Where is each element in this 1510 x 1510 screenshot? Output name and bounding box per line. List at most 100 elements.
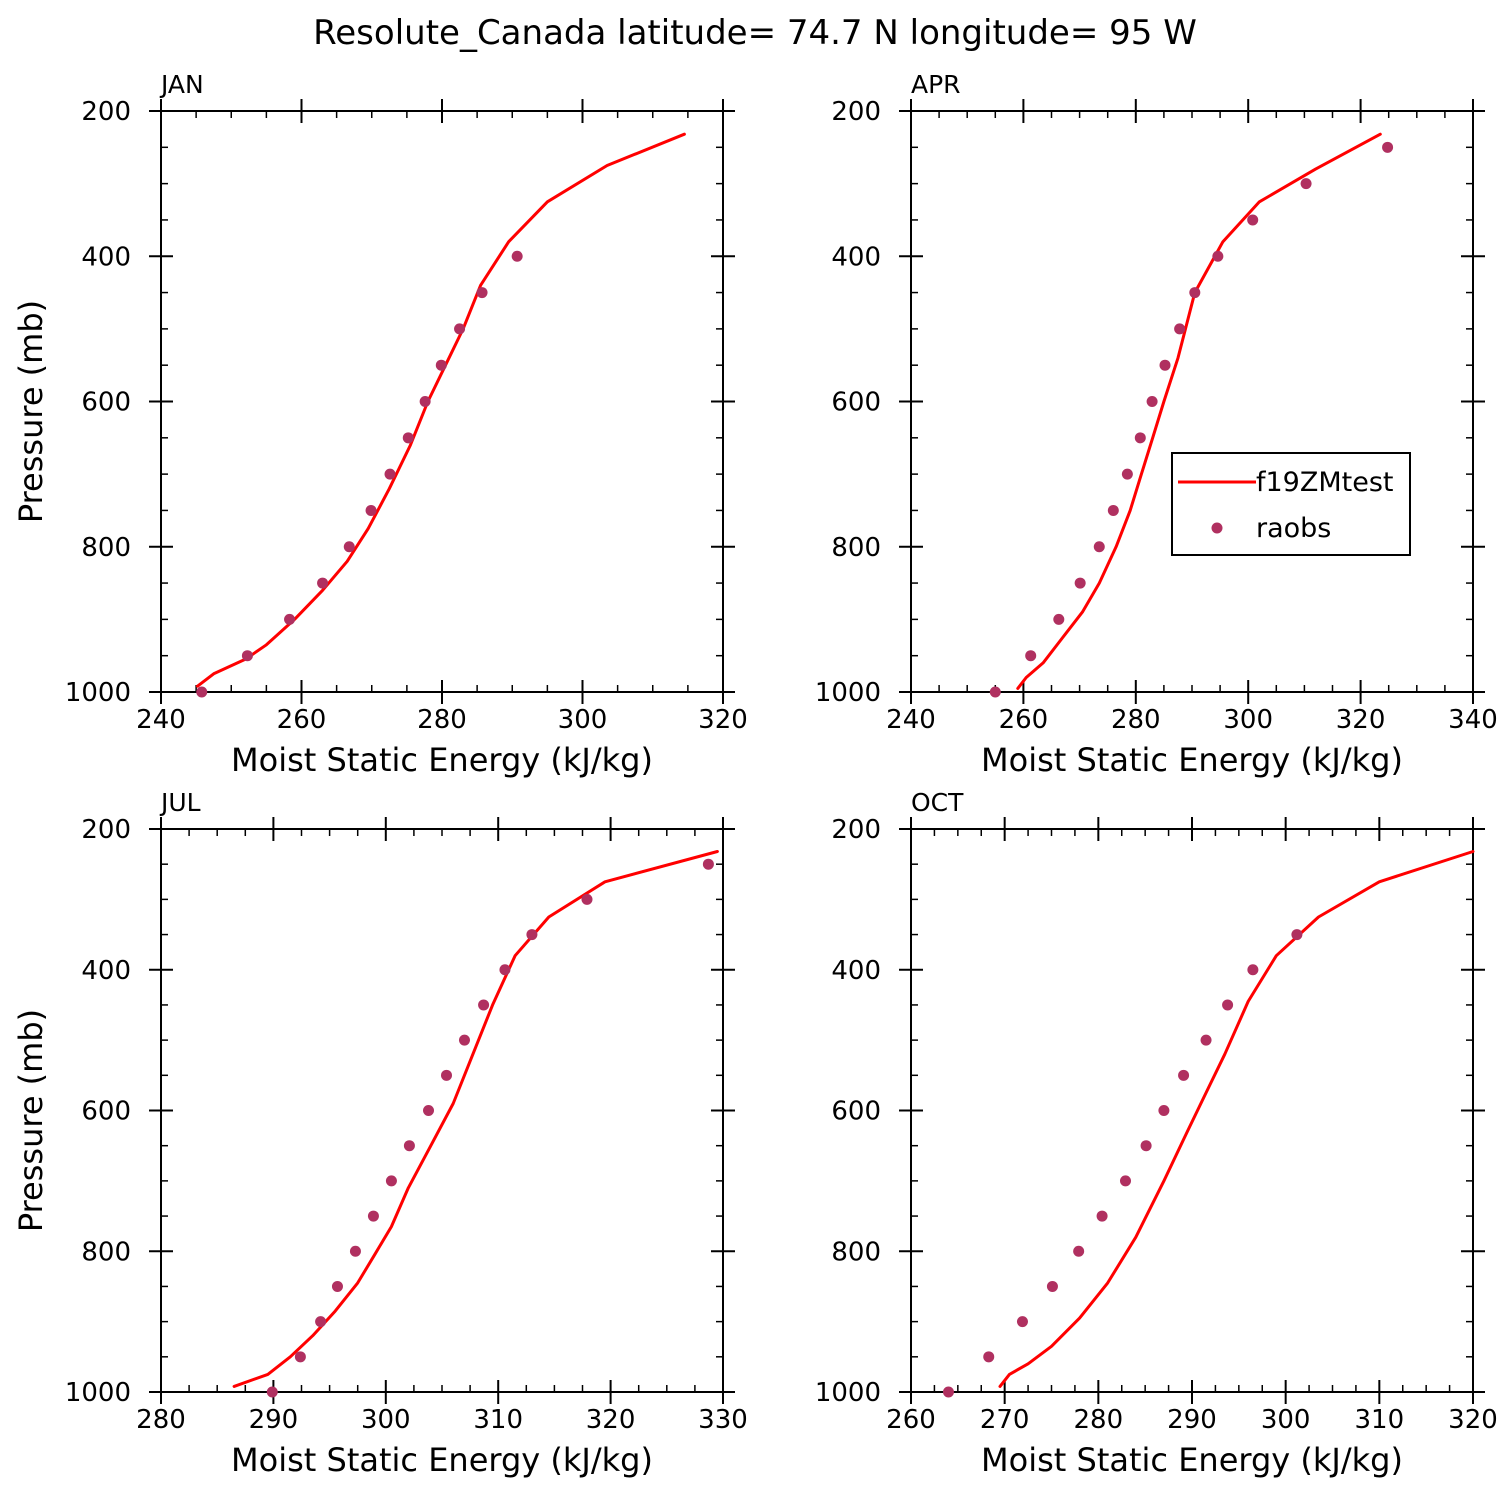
legend-dot-swatch bbox=[1211, 522, 1223, 534]
x-tick-label: 300 bbox=[361, 1405, 411, 1435]
panel-label: JAN bbox=[159, 70, 204, 99]
raobs-point bbox=[423, 1105, 435, 1116]
y-tick-label: 400 bbox=[831, 242, 881, 272]
raobs-point bbox=[343, 541, 355, 553]
x-tick-label: 260 bbox=[886, 1405, 936, 1435]
y-tick-label: 600 bbox=[831, 1097, 881, 1127]
raobs-point bbox=[476, 287, 488, 299]
x-tick-label: 280 bbox=[1111, 705, 1161, 735]
raobs-point bbox=[403, 1140, 415, 1152]
y-tick-label: 600 bbox=[831, 388, 881, 418]
raobs-point bbox=[581, 893, 593, 905]
y-tick-label: 600 bbox=[81, 1097, 131, 1127]
y-tick-label: 400 bbox=[831, 956, 881, 986]
raobs-point bbox=[317, 577, 329, 589]
raobs-point bbox=[1178, 1069, 1190, 1081]
y-tick-label: 1000 bbox=[815, 678, 881, 708]
raobs-point bbox=[511, 250, 523, 262]
y-tick-label: 1000 bbox=[65, 1378, 131, 1408]
raobs-point bbox=[1096, 1210, 1108, 1222]
panel-label: APR bbox=[911, 70, 961, 99]
raobs-point bbox=[1053, 613, 1065, 625]
y-tick-label: 800 bbox=[81, 533, 131, 563]
y-tick-label: 1000 bbox=[65, 678, 131, 708]
y-tick-label: 400 bbox=[81, 242, 131, 272]
raobs-point bbox=[440, 1069, 452, 1081]
raobs-point bbox=[1291, 929, 1303, 941]
model-profile-line bbox=[196, 132, 686, 688]
plot-frame bbox=[160, 110, 724, 693]
raobs-point bbox=[284, 613, 296, 625]
raobs-point bbox=[385, 1175, 397, 1187]
y-tick-label: 200 bbox=[831, 97, 881, 127]
raobs-point bbox=[315, 1316, 327, 1328]
raobs-point bbox=[1119, 1175, 1131, 1187]
panel-label: JUL bbox=[159, 788, 201, 817]
raobs-point bbox=[478, 999, 490, 1011]
model-profile-line bbox=[1016, 132, 1382, 690]
panel-oct: 260 270 280 290 300 310 320 200 400 600 800 1000 OCT… bbox=[815, 788, 1498, 1479]
x-tick-label: 300 bbox=[1261, 1405, 1311, 1435]
x-tick-label: 280 bbox=[136, 1405, 186, 1435]
panel-jul: 280 290 300 310 320 330 200 400 600 800 1000 JUL Moi… bbox=[12, 788, 748, 1479]
panel-label: OCT bbox=[911, 788, 964, 817]
figure-title: Resolute_Canada latitude= 74.7 N longitu… bbox=[313, 13, 1197, 53]
x-tick-label: 310 bbox=[473, 1405, 523, 1435]
plot-frame bbox=[910, 828, 1474, 1393]
raobs-point bbox=[1107, 504, 1119, 516]
raobs-point bbox=[241, 650, 253, 662]
raobs-point bbox=[942, 1386, 954, 1398]
y-axis-label: Pressure (mb) bbox=[12, 1009, 50, 1232]
y-tick-label: 1000 bbox=[815, 1378, 881, 1408]
raobs-point bbox=[526, 929, 538, 941]
y-tick-label: 200 bbox=[81, 815, 131, 845]
panel-apr: 240 260 280 300 320 340 200 400 600 800 1000 APR Moi… bbox=[815, 70, 1498, 779]
x-tick-label: 300 bbox=[1223, 705, 1273, 735]
x-tick-label: 310 bbox=[1355, 1405, 1405, 1435]
x-tick-label: 300 bbox=[558, 705, 608, 735]
raobs-point bbox=[1200, 1034, 1212, 1046]
raobs-point bbox=[1212, 250, 1224, 262]
raobs-point bbox=[384, 468, 396, 480]
raobs-point bbox=[1074, 577, 1086, 589]
x-axis-label: Moist Static Energy (kJ/kg) bbox=[231, 741, 653, 779]
raobs-point bbox=[419, 396, 431, 407]
x-tick-label: 290 bbox=[1167, 1405, 1217, 1435]
raobs-point bbox=[1247, 214, 1259, 226]
panel-jan: 240 260 280 300 320 200 400 600 800 1000 JAN Moist … bbox=[12, 70, 748, 779]
raobs-point bbox=[989, 686, 1001, 698]
raobs-point bbox=[1016, 1316, 1028, 1328]
legend: f19ZMtest raobs bbox=[1171, 452, 1411, 556]
x-tick-label: 260 bbox=[999, 705, 1049, 735]
raobs-point bbox=[499, 964, 511, 976]
raobs-point bbox=[1382, 141, 1394, 153]
plot-frame bbox=[910, 110, 1474, 693]
raobs-point bbox=[1140, 1140, 1152, 1152]
raobs-point bbox=[702, 858, 714, 870]
y-tick-label: 800 bbox=[831, 533, 881, 563]
y-tick-label: 200 bbox=[81, 97, 131, 127]
legend-obs-label: raobs bbox=[1256, 513, 1331, 544]
x-tick-label: 240 bbox=[136, 705, 186, 735]
x-axis-label: Moist Static Energy (kJ/kg) bbox=[981, 1441, 1403, 1479]
raobs-point bbox=[331, 1280, 343, 1292]
raobs-point bbox=[1093, 541, 1105, 553]
x-axis-label: Moist Static Energy (kJ/kg) bbox=[981, 741, 1403, 779]
plot-frame bbox=[160, 828, 724, 1393]
raobs-point bbox=[1247, 964, 1259, 976]
x-tick-label: 260 bbox=[277, 705, 327, 735]
raobs-point bbox=[1159, 359, 1171, 371]
raobs-point bbox=[1121, 468, 1133, 480]
x-tick-label: 320 bbox=[586, 1405, 636, 1435]
y-tick-label: 400 bbox=[81, 956, 131, 986]
raobs-point bbox=[1174, 323, 1186, 335]
x-tick-label: 320 bbox=[1448, 1405, 1498, 1435]
x-axis-label: Moist Static Energy (kJ/kg) bbox=[231, 1441, 653, 1479]
model-profile-line bbox=[232, 850, 719, 1388]
legend-box bbox=[1171, 452, 1411, 556]
raobs-point bbox=[349, 1245, 361, 1257]
x-tick-label: 280 bbox=[1074, 1405, 1124, 1435]
model-profile-line bbox=[998, 850, 1475, 1388]
x-tick-label: 240 bbox=[886, 705, 936, 735]
